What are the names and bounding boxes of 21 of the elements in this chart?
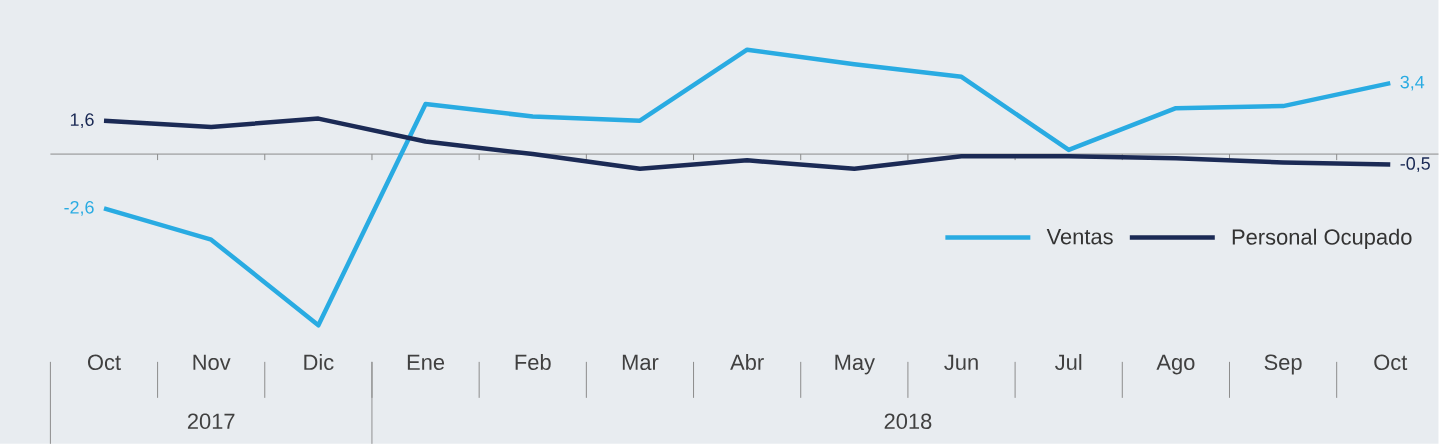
x-tick-label: Jun (944, 354, 978, 370)
data-label: 1,6 (70, 113, 94, 128)
x-tick-label: Dic (304, 353, 334, 370)
x-tick-label: Ene (407, 354, 445, 370)
x-tick-label: Oct (87, 354, 121, 370)
x-tick-label: Oct (1374, 354, 1408, 370)
x-tick-label: Ago (1156, 354, 1195, 375)
data-label: -2,6 (64, 200, 94, 216)
x-tick-label: Jul (1055, 353, 1082, 370)
x-tick-label: Sep (1264, 354, 1302, 375)
x-tick-label: Nov (193, 354, 231, 370)
x-tick-label: Mar (622, 354, 659, 370)
x-tick-label: Abr (730, 353, 764, 370)
text: 2017 (187, 413, 235, 429)
x-tick-label: May (835, 354, 875, 375)
data-label: -0,5 (1400, 156, 1430, 172)
x-tick-label: Feb (515, 353, 551, 370)
legend-label: Personal Ocupado (1232, 228, 1412, 249)
text: 2018 (884, 413, 932, 429)
data-label: 3,4 (1400, 75, 1425, 91)
legend-label: Ventas (1046, 228, 1113, 245)
